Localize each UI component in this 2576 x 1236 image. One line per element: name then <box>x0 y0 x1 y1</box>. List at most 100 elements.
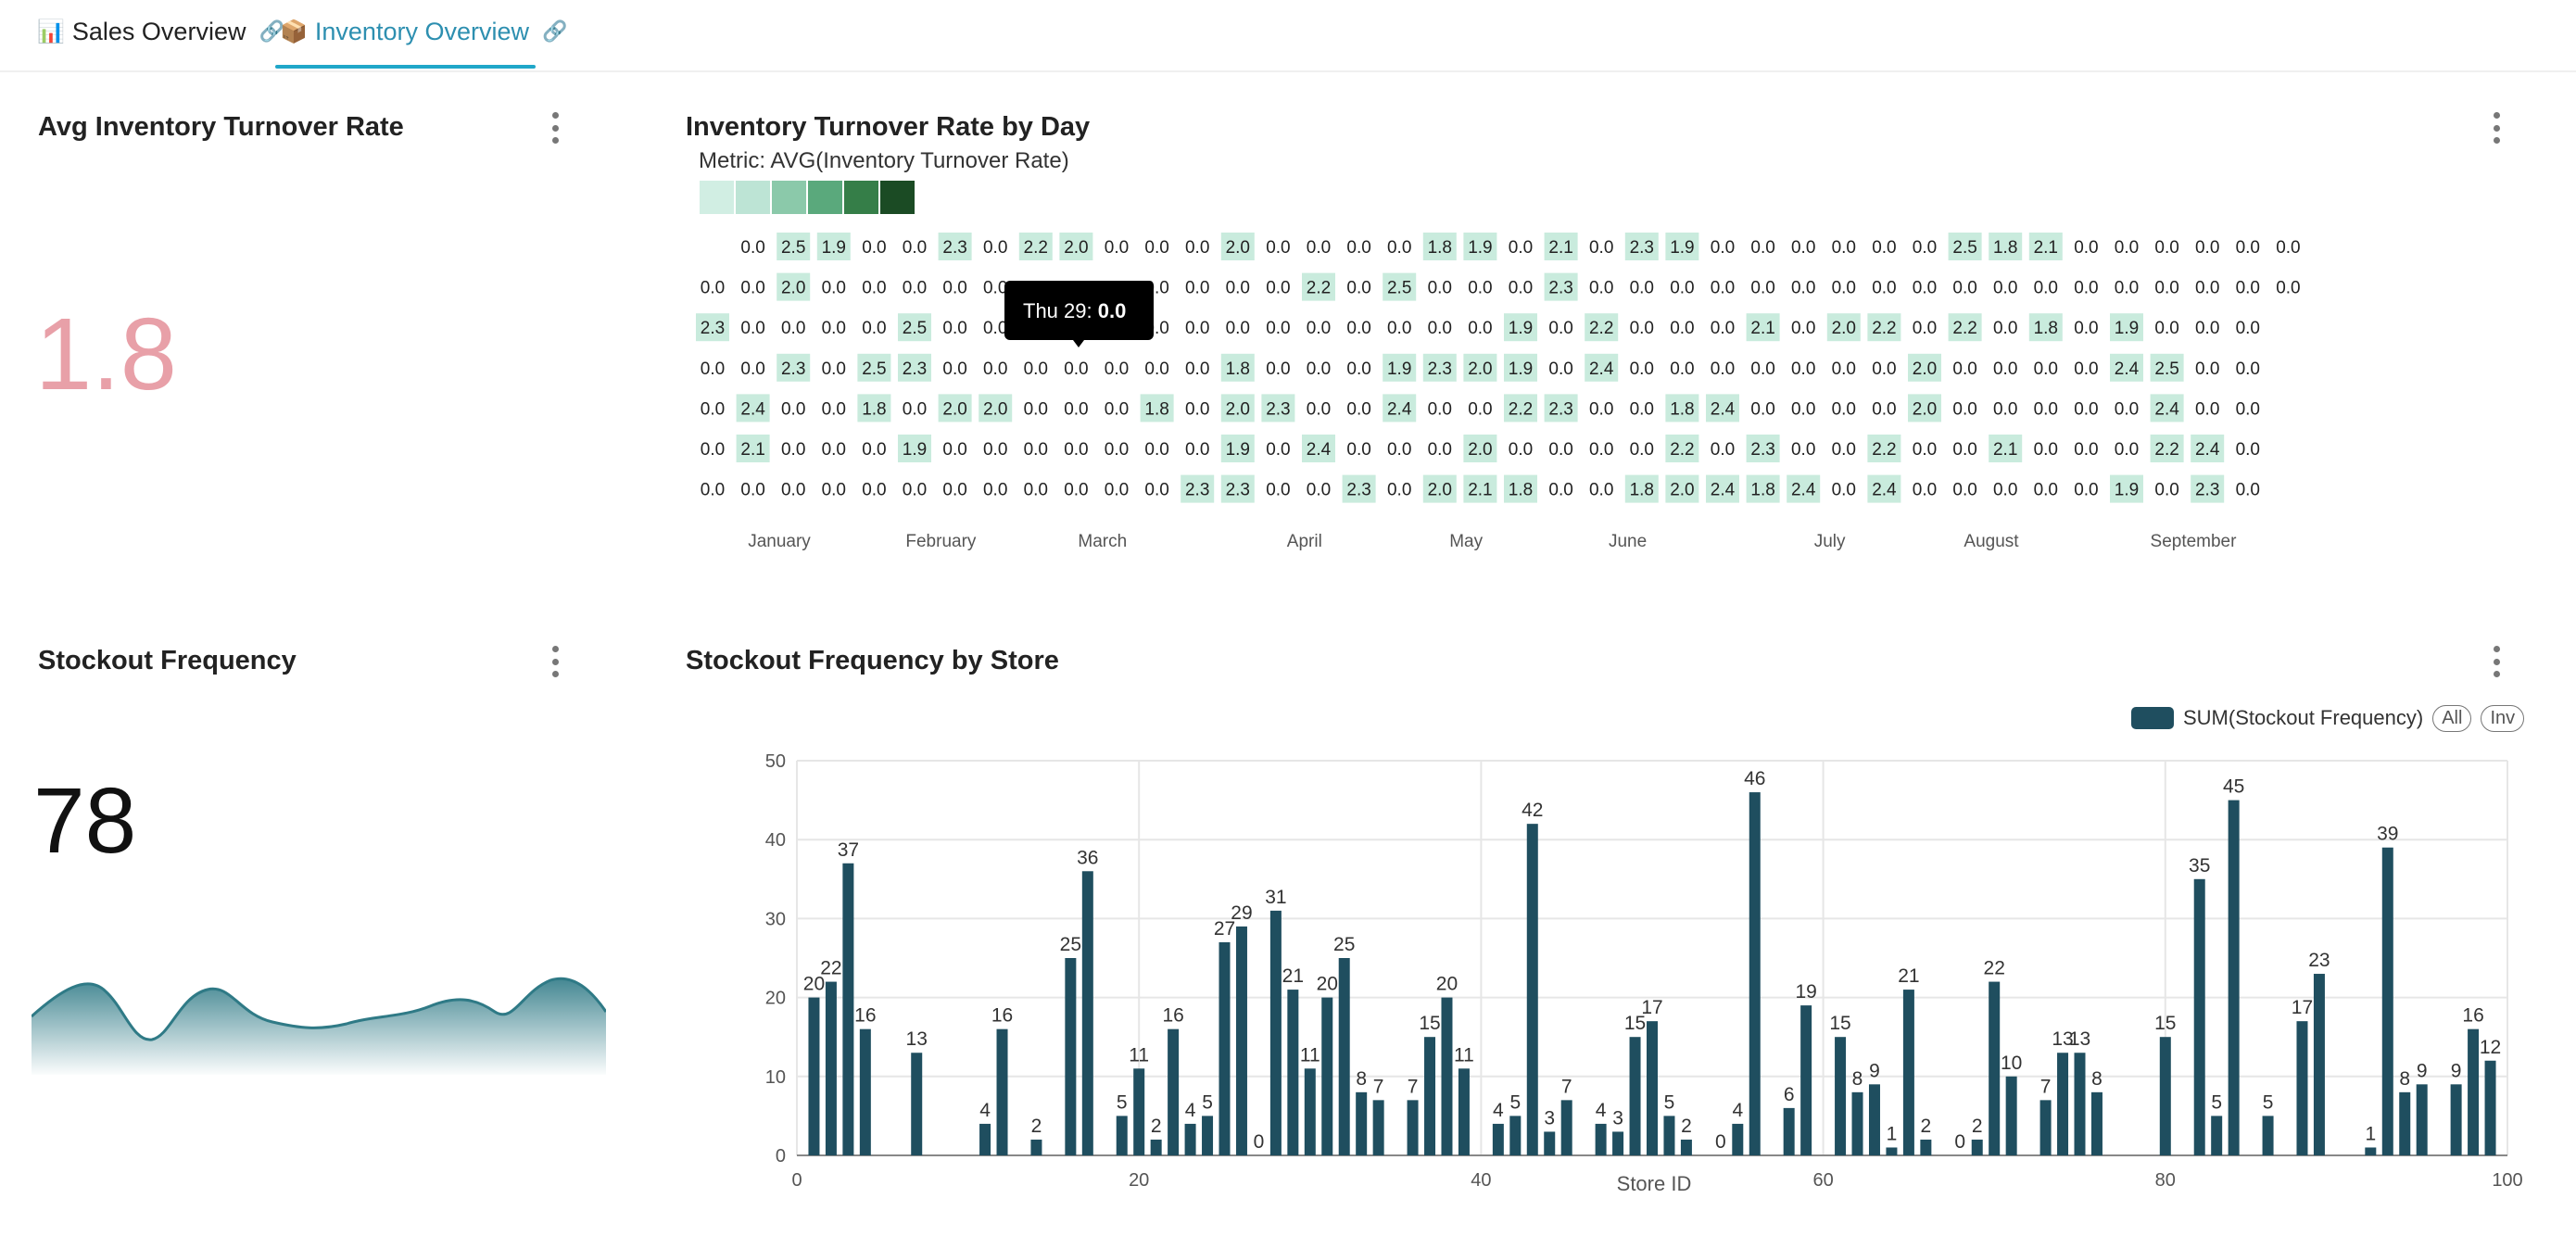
bar[interactable] <box>2228 800 2240 1155</box>
bar[interactable] <box>1886 1147 1898 1155</box>
bar[interactable] <box>1356 1091 1368 1155</box>
bar[interactable] <box>825 981 837 1155</box>
bar[interactable] <box>1783 1107 1795 1155</box>
bar[interactable] <box>842 863 854 1155</box>
bar-chart-menu-icon[interactable] <box>2492 646 2501 677</box>
bar[interactable] <box>1150 1139 1162 1155</box>
bar[interactable] <box>1971 1139 1983 1155</box>
bar-value-label: 22 <box>1984 958 2005 979</box>
bar[interactable] <box>2450 1084 2462 1155</box>
bar[interactable] <box>1202 1116 1214 1155</box>
bar[interactable] <box>2193 878 2205 1155</box>
bar-value-label: 5 <box>1117 1091 1128 1113</box>
bar[interactable] <box>1269 910 1282 1155</box>
bar[interactable] <box>1509 1116 1522 1155</box>
bar[interactable] <box>1133 1068 1145 1155</box>
bar[interactable] <box>1544 1131 1556 1155</box>
bar[interactable] <box>1851 1091 1863 1155</box>
bar[interactable] <box>1629 1037 1641 1155</box>
bar[interactable] <box>2365 1147 2377 1155</box>
bar[interactable] <box>1287 990 1299 1155</box>
bar[interactable] <box>1304 1068 1316 1155</box>
heatmap-cell <box>1948 233 1982 260</box>
bar-value-label: 3 <box>1544 1107 1555 1129</box>
bar[interactable] <box>2468 1028 2480 1155</box>
bar[interactable] <box>2296 1021 2308 1155</box>
heatmap-cell-value: 2.3 <box>1346 481 1370 500</box>
legend-invert-button[interactable]: Inv <box>2481 704 2525 732</box>
bar[interactable] <box>808 997 820 1155</box>
bar[interactable] <box>1219 941 1231 1155</box>
bar[interactable] <box>2399 1091 2411 1155</box>
bar[interactable] <box>1458 1068 1470 1155</box>
bar[interactable] <box>1749 792 1761 1155</box>
bar[interactable] <box>2484 1060 2496 1155</box>
bar[interactable] <box>2090 1091 2102 1155</box>
bar[interactable] <box>2074 1053 2086 1155</box>
heatmap-cell <box>2110 474 2143 503</box>
bar[interactable] <box>1184 1123 1196 1155</box>
bar[interactable] <box>1526 824 1538 1155</box>
bar[interactable] <box>1030 1139 1042 1155</box>
bar[interactable] <box>859 1028 871 1155</box>
bar[interactable] <box>1868 1084 1880 1155</box>
heatmap-cell-value: 0.0 <box>1346 319 1370 338</box>
bar[interactable] <box>1235 926 1247 1155</box>
bar[interactable] <box>1168 1028 1180 1155</box>
bar[interactable] <box>1321 997 1333 1155</box>
bar[interactable] <box>1081 871 1093 1155</box>
bar[interactable] <box>979 1123 991 1155</box>
kpi-turnover-menu-icon[interactable] <box>550 112 560 144</box>
bar[interactable] <box>1647 1021 1658 1155</box>
bar[interactable] <box>2262 1116 2274 1155</box>
kpi-stockout-menu-icon[interactable] <box>550 646 560 677</box>
bar[interactable] <box>911 1053 923 1155</box>
bar[interactable] <box>1407 1100 1419 1155</box>
heatmap-menu-icon[interactable] <box>2492 112 2501 144</box>
bar[interactable] <box>2381 847 2393 1155</box>
bar[interactable] <box>2313 974 2325 1155</box>
heatmap-cell-value: 0.0 <box>1185 238 1209 258</box>
link-icon[interactable]: 🔗 <box>541 19 568 43</box>
bar[interactable] <box>2005 1076 2017 1155</box>
heatmap-cell <box>1383 272 1417 301</box>
bar[interactable] <box>2416 1084 2428 1155</box>
bar[interactable] <box>1680 1139 1692 1155</box>
bar[interactable] <box>1902 990 1914 1155</box>
heatmap-cell <box>1867 435 1901 462</box>
heatmap-cell-value: 2.4 <box>1872 481 1897 500</box>
bar[interactable] <box>1612 1131 1624 1155</box>
bar[interactable] <box>1663 1116 1675 1155</box>
heatmap-cell-value: 0.0 <box>1185 279 1209 298</box>
bar[interactable] <box>1338 958 1350 1155</box>
legend-select-all-button[interactable]: All <box>2432 704 2472 732</box>
bar[interactable] <box>996 1028 1008 1155</box>
link-icon[interactable]: 🔗 <box>259 19 284 43</box>
bar[interactable] <box>1560 1100 1572 1155</box>
bar[interactable] <box>2057 1053 2069 1155</box>
heatmap-cell <box>1422 353 1457 382</box>
bar[interactable] <box>2159 1037 2171 1155</box>
bar[interactable] <box>1835 1037 1847 1155</box>
bar[interactable] <box>1800 1005 1812 1155</box>
bar[interactable] <box>1492 1123 1504 1155</box>
bar[interactable] <box>1441 997 1453 1155</box>
bar[interactable] <box>1989 981 2001 1155</box>
tab-sales-overview[interactable]: 📊 Sales Overview 🔗 <box>37 13 284 50</box>
bar[interactable] <box>2211 1116 2223 1155</box>
heatmap-cell <box>1989 233 2023 260</box>
heatmap-cell <box>1383 353 1417 382</box>
bar-value-label: 8 <box>2091 1068 2102 1090</box>
bar[interactable] <box>1920 1139 1932 1155</box>
heatmap-cell-value: 2.3 <box>701 319 725 338</box>
heatmap-cell <box>1302 272 1335 301</box>
tab-inventory-overview[interactable]: 📦 Inventory Overview 🔗 <box>280 13 567 50</box>
bar[interactable] <box>1065 958 1077 1155</box>
bar[interactable] <box>1732 1123 1744 1155</box>
bar[interactable] <box>1424 1037 1436 1155</box>
bar[interactable] <box>2039 1100 2052 1155</box>
bar[interactable] <box>1595 1123 1607 1155</box>
bar[interactable] <box>1372 1100 1384 1155</box>
bar[interactable] <box>1116 1116 1128 1155</box>
